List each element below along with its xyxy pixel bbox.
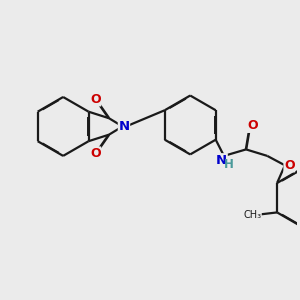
Text: N: N [118, 120, 130, 133]
Text: O: O [90, 147, 101, 160]
Text: O: O [247, 119, 258, 132]
Text: O: O [90, 93, 101, 106]
Text: N: N [216, 154, 227, 167]
Text: H: H [224, 158, 234, 171]
Text: CH₃: CH₃ [243, 210, 261, 220]
Text: O: O [284, 159, 295, 172]
